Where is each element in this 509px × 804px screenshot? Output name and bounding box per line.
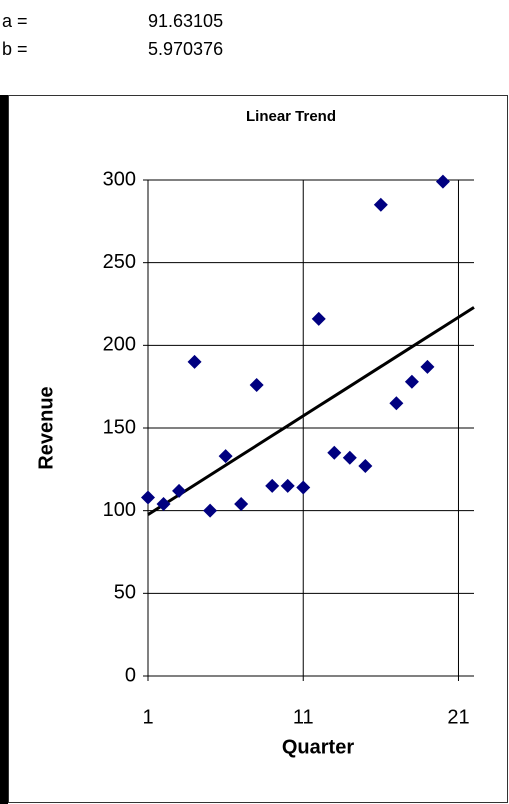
- data-point: [311, 311, 326, 326]
- y-tick-label: 150: [103, 416, 136, 438]
- y-tick-label: 300: [103, 168, 136, 190]
- data-point: [342, 450, 357, 465]
- y-tick-label: 200: [103, 334, 136, 356]
- y-tick-label: 100: [103, 499, 136, 521]
- data-point: [249, 378, 264, 393]
- data-point: [389, 396, 404, 411]
- selection-edge: [0, 95, 8, 804]
- x-tick-label: 11: [293, 706, 314, 728]
- y-tick-label: 50: [114, 582, 136, 604]
- chart-title: Linear Trend: [246, 108, 336, 125]
- y-tick-label: 0: [125, 664, 136, 686]
- data-point: [373, 197, 388, 212]
- data-point: [265, 478, 280, 493]
- chart-frame: [8, 95, 508, 803]
- data-point: [435, 174, 450, 189]
- data-point: [280, 478, 295, 493]
- data-point: [187, 354, 202, 369]
- data-point: [327, 445, 342, 460]
- data-point: [218, 449, 233, 464]
- data-point: [234, 497, 249, 512]
- x-tick-label: 21: [447, 706, 469, 728]
- data-point: [420, 359, 435, 374]
- data-point: [404, 374, 419, 389]
- data-point: [172, 483, 187, 498]
- x-axis-label: Quarter: [282, 736, 354, 758]
- data-point: [156, 497, 171, 512]
- data-point: [203, 503, 218, 518]
- param-label: a =: [2, 11, 28, 31]
- data-point: [296, 480, 311, 495]
- param-value: 5.970376: [148, 39, 223, 59]
- param-label: b =: [2, 39, 28, 59]
- data-point: [141, 490, 155, 505]
- param-value: 91.63105: [148, 11, 223, 31]
- y-axis-label: Revenue: [35, 386, 57, 469]
- trend-line: [147, 306, 475, 516]
- y-tick-label: 250: [103, 251, 136, 273]
- data-point: [358, 459, 373, 474]
- x-tick-label: 1: [142, 706, 153, 728]
